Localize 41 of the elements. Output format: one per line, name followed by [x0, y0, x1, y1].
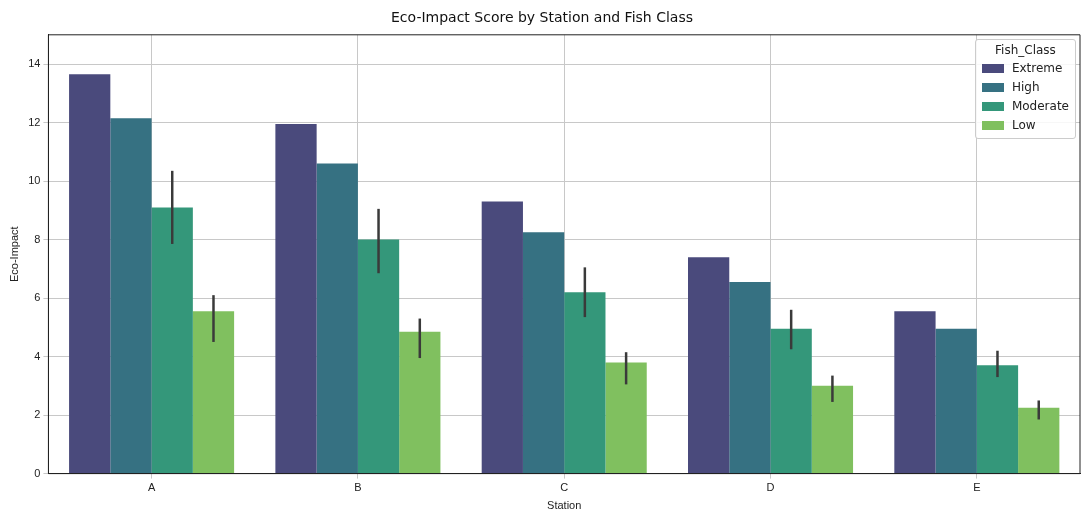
- x-tick-label: D: [766, 481, 775, 494]
- y-tick-label: 6: [34, 291, 41, 304]
- bar: [811, 385, 854, 474]
- bar: [69, 74, 111, 474]
- x-tick-label: B: [354, 481, 362, 494]
- y-tick-label: 8: [34, 232, 41, 245]
- bar: [976, 365, 1019, 474]
- legend-label: Moderate: [1011, 99, 1069, 114]
- legend-label: Extreme: [1011, 61, 1063, 76]
- bar: [935, 328, 977, 474]
- x-tick-label: E: [973, 481, 981, 494]
- legend-label: High: [1011, 80, 1040, 95]
- bar: [275, 124, 317, 474]
- bar: [192, 311, 235, 474]
- bar: [110, 118, 152, 474]
- bar: [357, 239, 400, 474]
- bar: [522, 232, 565, 474]
- bar: [399, 331, 441, 474]
- y-tick-label: 12: [28, 115, 41, 128]
- bar: [481, 201, 523, 474]
- y-tick-label: 4: [34, 349, 41, 362]
- bar: [151, 207, 193, 474]
- bar: [688, 257, 730, 474]
- legend-title: Fish_Class: [994, 42, 1057, 57]
- y-axis-title: Eco-Impact: [7, 226, 20, 283]
- x-tick-label: C: [560, 481, 569, 494]
- y-tick-label: 10: [28, 174, 41, 187]
- y-tick-label: 14: [28, 57, 41, 70]
- chart-title: Eco-Impact Score by Station and Fish Class: [391, 9, 693, 26]
- x-tick-label: A: [147, 481, 156, 494]
- bar: [1018, 407, 1060, 474]
- legend-label: Low: [1011, 118, 1036, 133]
- bar: [564, 292, 606, 474]
- x-axis-title: Station: [547, 499, 582, 512]
- bar: [894, 311, 936, 474]
- y-tick-label: 0: [34, 466, 41, 479]
- bar: [605, 362, 647, 474]
- bar: [316, 163, 358, 474]
- y-tick-label: 2: [34, 408, 41, 421]
- bar: [770, 328, 812, 474]
- bar: [729, 281, 771, 474]
